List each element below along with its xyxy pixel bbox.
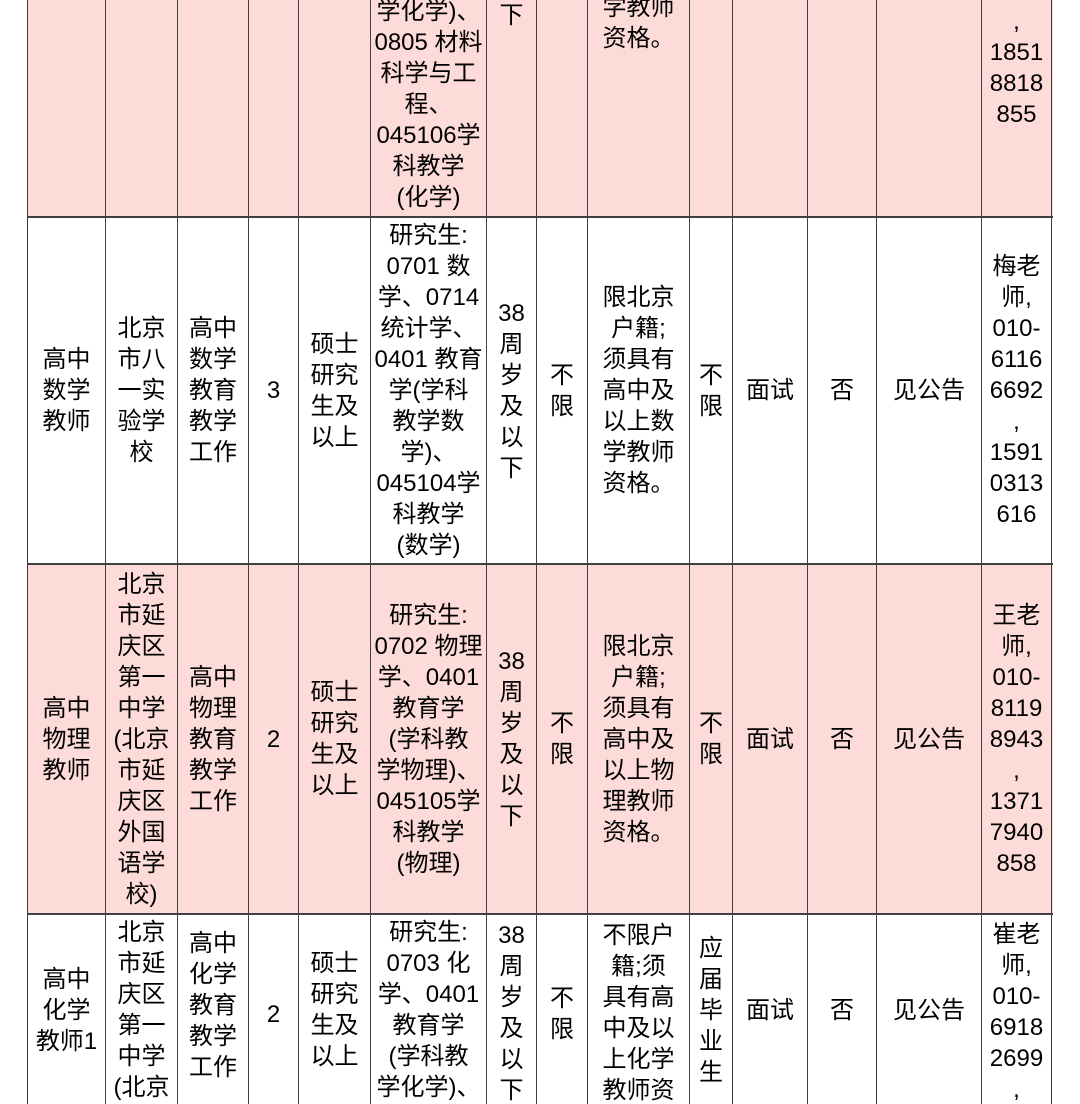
table-cell <box>690 0 733 216</box>
table-row: 高中 物理 教师 北京 市延 庆区 第一 中学 (北京 市延 庆区 外国 语学 校) 高中 物理 教育 教学工… <box>28 565 1053 915</box>
table-cell: 不限 <box>690 565 733 913</box>
table-cell: 限北京 户籍; 须具有 高中及 以上物 理教师 资格。 <box>588 565 690 913</box>
table-cell: 见公告 <box>877 915 982 1104</box>
table-cell: 高中 数学 教育 教学 工作 <box>178 218 249 563</box>
table-cell: , 1851 8818 855 <box>982 0 1052 216</box>
table-cell: 高中 物理 教师 <box>28 565 106 913</box>
table-cell: 2 <box>249 565 299 913</box>
table-row: 高中 数学 教师 北京 市八 一实 验学校 高中 数学 教育 教学 工作 3 硕士 研究 生及 以上 研… <box>28 218 1053 565</box>
table-cell: 研究生: 0703 化学、0401 教育学 (学科教 学化学)、 <box>371 915 487 1104</box>
table-cell: 高中 物理 教育 教学 工作 <box>178 565 249 913</box>
table-cell <box>249 0 299 216</box>
table-cell: 高中 化学 教育 教学 工作 <box>178 915 249 1104</box>
table-cell: 面试 <box>733 565 808 913</box>
table-cell: 2 <box>249 915 299 1104</box>
table-cell: 北京 市八 一实 验学校 <box>106 218 178 563</box>
table-cell: 不限 <box>537 915 588 1104</box>
table-cell <box>537 0 588 216</box>
table-cell: 王老 师, 010- 8119 8943, 1371 7940 858 <box>982 565 1052 913</box>
table-cell: 不限 <box>537 565 588 913</box>
table-cell: 见公告 <box>877 565 982 913</box>
table-cell: 不限 <box>537 218 588 563</box>
table-cell: 高中 化学 教师1 <box>28 915 106 1104</box>
table-cell: 不限户 籍;须 具有高 中及以 上化学 教师资 <box>588 915 690 1104</box>
table-cell: 研究生: 0702 物理 学、0401 教育学 (学科教 学物理)、 045105学 科教学(… <box>371 565 487 913</box>
table-cell <box>299 0 371 216</box>
table-cell: 高中 数学 教师 <box>28 218 106 563</box>
table-cell <box>178 0 249 216</box>
table-cell: 38 周岁及以下 <box>487 218 537 563</box>
table-cell: 否 <box>808 565 877 913</box>
table-cell: 下 <box>487 0 537 216</box>
table-cell <box>106 0 178 216</box>
table-cell <box>808 0 877 216</box>
table-cell: 否 <box>808 915 877 1104</box>
table-cell: 北京 市延 庆区 第一 中学 (北京 <box>106 915 178 1104</box>
table-row: 高中 化学 教师1 北京 市延 庆区 第一 中学 (北京 高中 化学 教育 教学 工作 2 硕士 研究生… <box>28 915 1053 1104</box>
table-cell: 否 <box>808 218 877 563</box>
table-cell: 硕士 研究 生及 以上 <box>299 565 371 913</box>
table-cell: 38 周岁及以下 <box>487 915 537 1104</box>
table-row: 学化学)、 0805 材料 科学与工 程、 045106学 科教学 (化学) 下 学教师 资格… <box>28 0 1053 218</box>
job-table: 学化学)、 0805 材料 科学与工 程、 045106学 科教学 (化学) 下 学教师 资格… <box>27 0 1053 1104</box>
table-cell: 限北京 户籍; 须具有 高中及 以上数 学教师 资格。 <box>588 218 690 563</box>
table-cell: 3 <box>249 218 299 563</box>
table-cell <box>28 0 106 216</box>
table-cell: 硕士 研究 生及 以上 <box>299 915 371 1104</box>
table-cell: 北京 市延 庆区 第一 中学 (北京 市延 庆区 外国 语学 校) <box>106 565 178 913</box>
table-cell: 面试 <box>733 915 808 1104</box>
table-cell <box>877 0 982 216</box>
table-cell: 学教师 资格。 <box>588 0 690 216</box>
table-cell: 研究生: 0701 数学、0714 统计学、 0401 教育 学(学科 教学数 学)、 045… <box>371 218 487 563</box>
table-cell: 不限 <box>690 218 733 563</box>
table-cell: 面试 <box>733 218 808 563</box>
table-cell: 见公告 <box>877 218 982 563</box>
table-cell: 硕士 研究 生及 以上 <box>299 218 371 563</box>
table-cell <box>733 0 808 216</box>
table-cell: 梅老 师, 010- 6116 6692, 1591 0313 616 <box>982 218 1052 563</box>
table-cell: 38 周岁及以下 <box>487 565 537 913</box>
table-cell: 应届毕业生 <box>690 915 733 1104</box>
table-cell: 学化学)、 0805 材料 科学与工 程、 045106学 科教学 (化学) <box>371 0 487 216</box>
table-cell: 崔老 师, 010- 6918 2699, <box>982 915 1052 1104</box>
